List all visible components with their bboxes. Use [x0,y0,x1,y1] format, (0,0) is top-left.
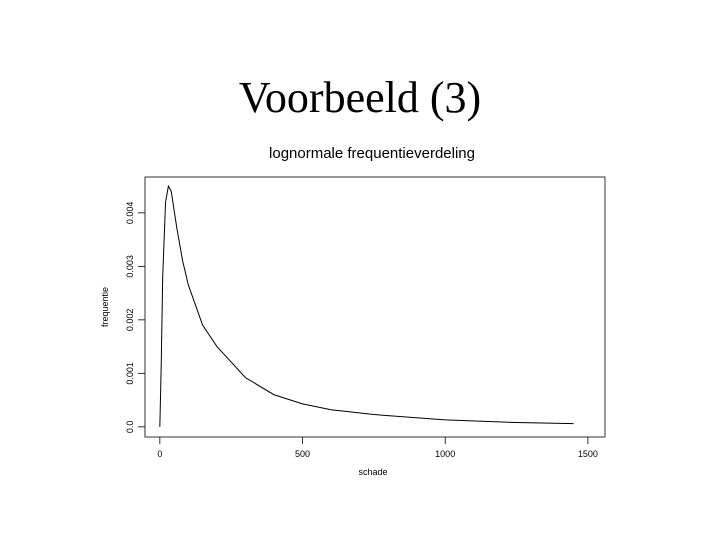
slide-title: Voorbeeld (3) [239,73,481,122]
y-tick-label: 0.001 [125,362,135,385]
y-axis-label: frequentie [100,287,110,327]
y-tick-label: 0.003 [125,255,135,278]
y-tick-label: 0.0 [125,421,135,434]
curve [159,184,574,427]
x-tick-label: 1000 [435,449,455,459]
x-tick-label: 500 [295,449,310,459]
x-tick-label: 1500 [578,449,598,459]
chart-title: lognormale frequentieverdeling [269,145,475,162]
x-axis-label: schade [358,467,387,477]
y-tick-label: 0.004 [125,202,135,225]
x-tick-label: 0 [157,449,162,459]
plot-frame [144,176,606,438]
y-tick-label: 0.002 [125,309,135,332]
